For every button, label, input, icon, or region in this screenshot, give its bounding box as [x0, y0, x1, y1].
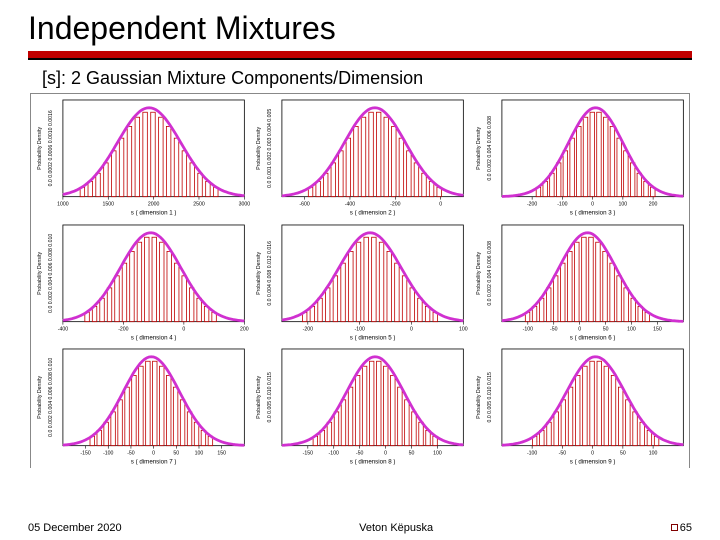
- slide-footer: 05 December 2020 Veton Këpuska 65: [28, 522, 692, 534]
- chart-panel-dim-9: -100 -50 0 50 100 s ( dimension 9 ) Probabil…: [470, 343, 689, 468]
- svg-text:-200: -200: [390, 202, 400, 208]
- chart-panel-dim-5: -200 -100 0 100 s ( dimension 5 ) Probabili…: [250, 219, 469, 344]
- chart-panel-dim-3: -200 -100 0 100 200 s ( dimension 3 ) Probab…: [470, 94, 689, 219]
- svg-text:-400: -400: [58, 326, 68, 332]
- chart-panel-dim-8: -150 -100 -50 0 50 100 s ( dimension 8 ) Prob…: [250, 343, 469, 468]
- svg-text:100: 100: [459, 326, 468, 332]
- svg-text:s ( dimension 4 ): s ( dimension 4 ): [131, 334, 177, 341]
- svg-text:s ( dimension 3 ): s ( dimension 3 ): [569, 210, 615, 217]
- svg-text:s ( dimension 7 ): s ( dimension 7 ): [131, 459, 177, 466]
- chart-grid: 10001500200025003000 s ( dimension 1 ) P…: [30, 93, 690, 468]
- svg-text:0.0 0.002 0.004 0.006 0.008 0.: 0.0 0.002 0.004 0.006 0.008 0.010: [48, 358, 54, 437]
- svg-text:s ( dimension 8 ): s ( dimension 8 ): [350, 459, 396, 466]
- slide-title: Independent Mixtures: [28, 10, 692, 47]
- svg-text:0: 0: [152, 451, 155, 457]
- slide-container: Independent Mixtures [s]: 2 Gaussian Mix…: [0, 0, 720, 540]
- svg-text:0: 0: [182, 326, 185, 332]
- svg-text:-100: -100: [557, 202, 567, 208]
- svg-text:-200: -200: [527, 202, 537, 208]
- svg-text:0.0 0.002 0.004 0.006 0.008: 0.0 0.002 0.004 0.006 0.008: [487, 116, 493, 181]
- svg-text:s ( dimension 1 ): s ( dimension 1 ): [131, 210, 177, 217]
- svg-text:0.0 0.004 0.008 0.012 0.016: 0.0 0.004 0.008 0.012 0.016: [267, 240, 273, 305]
- svg-text:s ( dimension 6 ): s ( dimension 6 ): [569, 334, 615, 341]
- svg-text:Probability Density: Probability Density: [256, 127, 262, 170]
- svg-text:100: 100: [627, 326, 636, 332]
- svg-text:3000: 3000: [239, 202, 251, 208]
- svg-text:50: 50: [173, 451, 179, 457]
- svg-text:0.0 0.002 0.004 0.006 0.008 0: 0.0 0.002 0.004 0.006 0.008 0.010: [48, 233, 54, 312]
- svg-text:Probability Density: Probability Density: [256, 251, 262, 294]
- chart-panel-dim-4: -400 -200 0 200 s ( dimension 4 ) Probabili…: [31, 219, 250, 344]
- svg-text:-400: -400: [345, 202, 355, 208]
- svg-text:200: 200: [240, 326, 249, 332]
- svg-text:-200: -200: [303, 326, 313, 332]
- footer-author: Veton Këpuska: [359, 522, 433, 534]
- svg-text:50: 50: [620, 451, 626, 457]
- svg-text:0: 0: [410, 326, 413, 332]
- svg-text:Probability Density: Probability Density: [37, 251, 43, 294]
- svg-text:s ( dimension 9 ): s ( dimension 9 ): [569, 459, 615, 466]
- svg-text:-100: -100: [355, 326, 365, 332]
- svg-text:150: 150: [217, 451, 226, 457]
- page-marker-icon: [671, 524, 678, 531]
- footer-page-number: 65: [680, 522, 692, 534]
- svg-text:0: 0: [384, 451, 387, 457]
- svg-text:-600: -600: [300, 202, 310, 208]
- svg-text:Probability Density: Probability Density: [476, 127, 482, 170]
- svg-text:2000: 2000: [148, 202, 160, 208]
- svg-text:-50: -50: [550, 326, 558, 332]
- svg-text:0.0 0.0002 0.0006 0.0010 0.0: 0.0 0.0002 0.0006 0.0010 0.0016: [48, 110, 54, 186]
- svg-text:150: 150: [653, 326, 662, 332]
- svg-text:100: 100: [648, 451, 657, 457]
- svg-text:100: 100: [618, 202, 627, 208]
- svg-text:50: 50: [409, 451, 415, 457]
- chart-panel-dim-1: 1000 1500 2000 2500 3000 s ( dimension 1 ) P…: [31, 94, 250, 219]
- svg-text:-100: -100: [329, 451, 339, 457]
- svg-text:0.0 0.001 0.002 0.003 0.004 0: 0.0 0.001 0.002 0.003 0.004 0.005: [267, 109, 273, 188]
- svg-text:100: 100: [433, 451, 442, 457]
- chart-panel-dim-6: -100 -50 0 50 100 150 s ( dimension 6 ) Proba…: [470, 219, 689, 344]
- svg-text:0: 0: [578, 326, 581, 332]
- svg-text:1000: 1000: [57, 202, 69, 208]
- svg-text:-100: -100: [522, 326, 532, 332]
- chart-panel-dim-2: -600 -400 -200 0 s ( dimension 2 ) Probabil…: [250, 94, 469, 219]
- svg-text:-100: -100: [103, 451, 113, 457]
- title-rule-black: [28, 58, 692, 60]
- svg-text:Probability Density: Probability Density: [256, 376, 262, 419]
- title-rule-red: [28, 51, 692, 58]
- svg-text:2500: 2500: [193, 202, 205, 208]
- svg-text:Probability Density: Probability Density: [37, 376, 43, 419]
- svg-text:s ( dimension 2 ): s ( dimension 2 ): [350, 210, 396, 217]
- svg-text:-100: -100: [527, 451, 537, 457]
- svg-text:Probability Density: Probability Density: [476, 251, 482, 294]
- slide-subtitle: [s]: 2 Gaussian Mixture Components/Dimen…: [42, 68, 692, 89]
- svg-text:-150: -150: [303, 451, 313, 457]
- svg-text:1500: 1500: [103, 202, 115, 208]
- footer-page: 65: [671, 522, 692, 534]
- svg-text:-50: -50: [356, 451, 364, 457]
- svg-text:0.0 0.005 0.010 0.015: 0.0 0.005 0.010 0.015: [487, 372, 493, 422]
- svg-text:0.0 0.002 0.004 0.006 0.008: 0.0 0.002 0.004 0.006 0.008: [487, 240, 493, 305]
- svg-text:50: 50: [602, 326, 608, 332]
- svg-text:100: 100: [195, 451, 204, 457]
- svg-text:-150: -150: [80, 451, 90, 457]
- svg-text:200: 200: [648, 202, 657, 208]
- svg-text:s ( dimension 5 ): s ( dimension 5 ): [350, 334, 396, 341]
- svg-text:Probability Density: Probability Density: [37, 127, 43, 170]
- chart-panel-dim-7: -150 -100 -50 0 50 100 150 s ( dimension 7 ) P…: [31, 343, 250, 468]
- svg-text:-200: -200: [118, 326, 128, 332]
- svg-text:0: 0: [591, 202, 594, 208]
- svg-text:0: 0: [440, 202, 443, 208]
- svg-text:0: 0: [591, 451, 594, 457]
- svg-text:Probability Density: Probability Density: [476, 376, 482, 419]
- svg-text:0.0 0.005 0.010 0.015: 0.0 0.005 0.010 0.015: [267, 372, 273, 422]
- svg-text:-50: -50: [558, 451, 566, 457]
- footer-date: 05 December 2020: [28, 522, 122, 534]
- svg-text:-50: -50: [127, 451, 135, 457]
